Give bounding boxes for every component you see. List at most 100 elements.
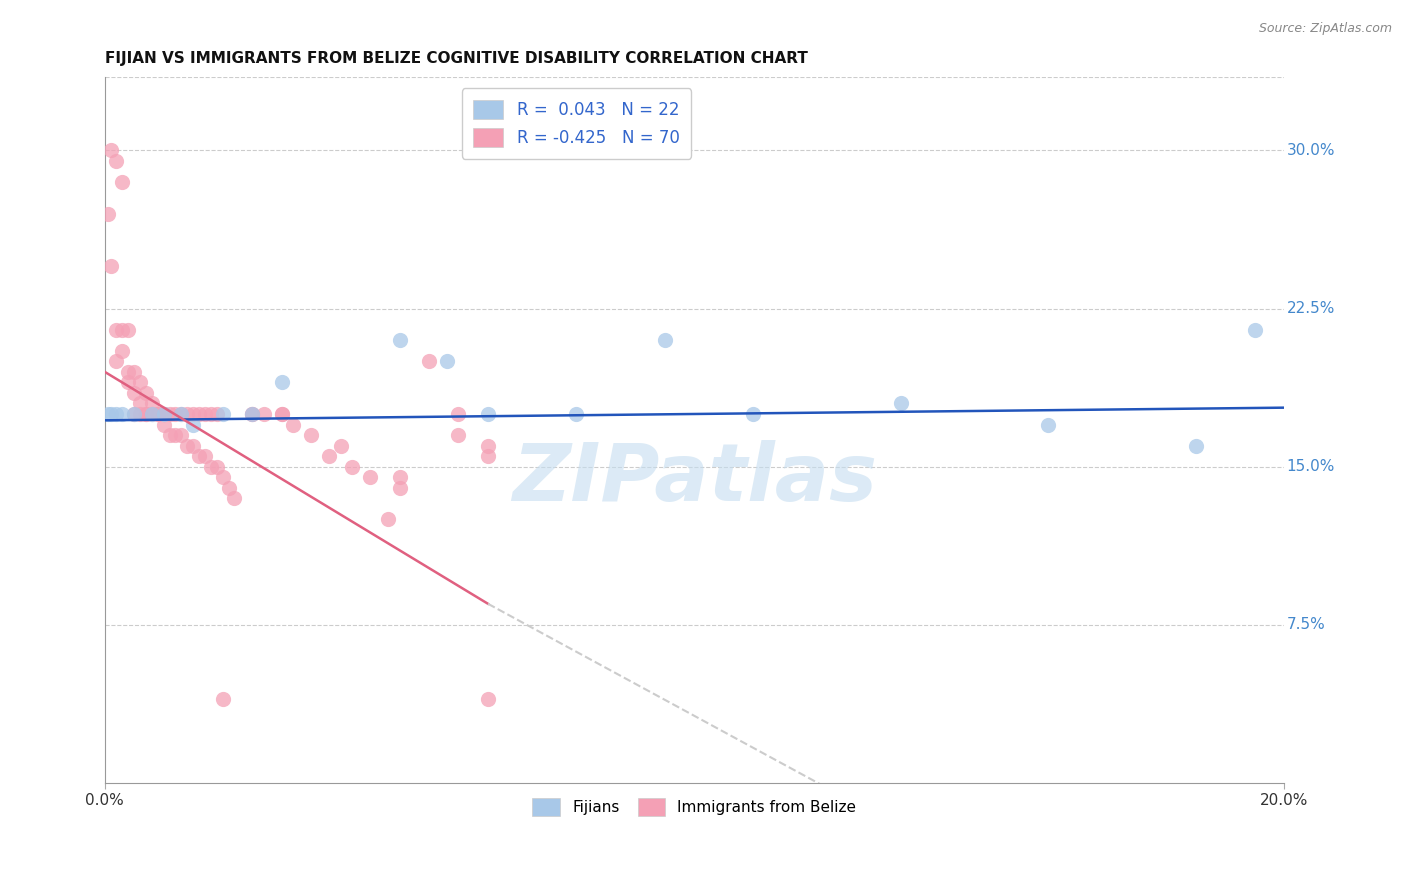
Point [388, 470, 411, 484]
Point [270, 376, 292, 390]
Point [253, 407, 276, 421]
Point [447, 428, 470, 442]
Point [146, 407, 169, 421]
Point [388, 333, 411, 347]
Point [141, 396, 163, 410]
Point [100, 260, 122, 274]
Point [240, 407, 263, 421]
Point [159, 428, 181, 442]
Point [129, 407, 152, 421]
Point [270, 407, 292, 421]
Text: 7.5%: 7.5% [1286, 617, 1326, 632]
Point [105, 153, 128, 168]
Point [477, 407, 499, 421]
Point [890, 396, 912, 410]
Point [194, 449, 217, 463]
Point [1184, 439, 1206, 453]
Text: Source: ZipAtlas.com: Source: ZipAtlas.com [1258, 22, 1392, 36]
Point [176, 407, 198, 421]
Point [211, 470, 233, 484]
Text: 30.0%: 30.0% [1286, 143, 1334, 158]
Point [211, 691, 233, 706]
Point [111, 407, 134, 421]
Point [188, 407, 211, 421]
Point [105, 354, 128, 368]
Point [100, 407, 122, 421]
Point [200, 407, 222, 421]
Point [342, 459, 364, 474]
Point [105, 323, 128, 337]
Point [240, 407, 263, 421]
Point [477, 449, 499, 463]
Point [141, 407, 163, 421]
Point [181, 439, 204, 453]
Point [188, 449, 211, 463]
Point [477, 691, 499, 706]
Point [152, 407, 174, 421]
Point [194, 407, 217, 421]
Point [299, 428, 322, 442]
Text: 15.0%: 15.0% [1286, 459, 1334, 475]
Point [211, 407, 233, 421]
Point [283, 417, 305, 432]
Point [224, 491, 246, 506]
Point [129, 376, 152, 390]
Point [181, 417, 204, 432]
Point [152, 407, 174, 421]
Point [111, 343, 134, 358]
Legend: Fijians, Immigrants from Belize: Fijians, Immigrants from Belize [523, 789, 866, 825]
Point [742, 407, 765, 421]
Point [1038, 417, 1060, 432]
Point [135, 385, 157, 400]
Point [152, 407, 174, 421]
Point [105, 407, 128, 421]
Point [122, 407, 145, 421]
Point [117, 365, 139, 379]
Point [117, 376, 139, 390]
Point [318, 449, 340, 463]
Text: ZIPatlas: ZIPatlas [512, 441, 877, 518]
Point [100, 144, 122, 158]
Point [159, 407, 181, 421]
Point [117, 323, 139, 337]
Point [111, 323, 134, 337]
Point [447, 407, 470, 421]
Point [477, 439, 499, 453]
Point [205, 407, 228, 421]
Point [270, 407, 292, 421]
Point [165, 407, 187, 421]
Point [165, 428, 187, 442]
Text: 22.5%: 22.5% [1286, 301, 1334, 316]
Point [205, 459, 228, 474]
Point [135, 407, 157, 421]
Point [200, 459, 222, 474]
Point [388, 481, 411, 495]
Point [418, 354, 440, 368]
Point [377, 512, 399, 526]
Point [97, 407, 120, 421]
Point [135, 407, 157, 421]
Point [111, 175, 134, 189]
Text: FIJIAN VS IMMIGRANTS FROM BELIZE COGNITIVE DISABILITY CORRELATION CHART: FIJIAN VS IMMIGRANTS FROM BELIZE COGNITI… [104, 51, 807, 66]
Point [170, 428, 193, 442]
Point [181, 407, 204, 421]
Point [329, 439, 352, 453]
Point [141, 407, 163, 421]
Point [152, 417, 174, 432]
Point [359, 470, 381, 484]
Point [122, 365, 145, 379]
Point [436, 354, 458, 368]
Point [1243, 323, 1265, 337]
Point [122, 407, 145, 421]
Point [146, 407, 169, 421]
Point [240, 407, 263, 421]
Point [129, 396, 152, 410]
Point [97, 207, 120, 221]
Point [565, 407, 588, 421]
Point [170, 407, 193, 421]
Point [122, 385, 145, 400]
Point [654, 333, 676, 347]
Point [176, 439, 198, 453]
Point [218, 481, 240, 495]
Point [170, 407, 193, 421]
